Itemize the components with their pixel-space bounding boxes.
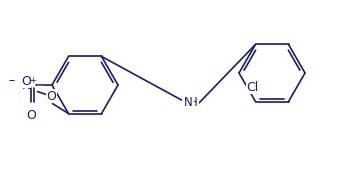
- Text: N: N: [184, 95, 192, 109]
- Text: Cl: Cl: [246, 80, 258, 94]
- Text: O: O: [26, 109, 36, 122]
- Text: +: +: [30, 76, 36, 84]
- Text: O: O: [21, 74, 31, 88]
- Text: N: N: [22, 78, 31, 92]
- Text: –: –: [9, 74, 15, 88]
- Text: H: H: [189, 95, 197, 109]
- Text: methoxy: methoxy: [38, 84, 44, 86]
- Text: O: O: [47, 90, 56, 103]
